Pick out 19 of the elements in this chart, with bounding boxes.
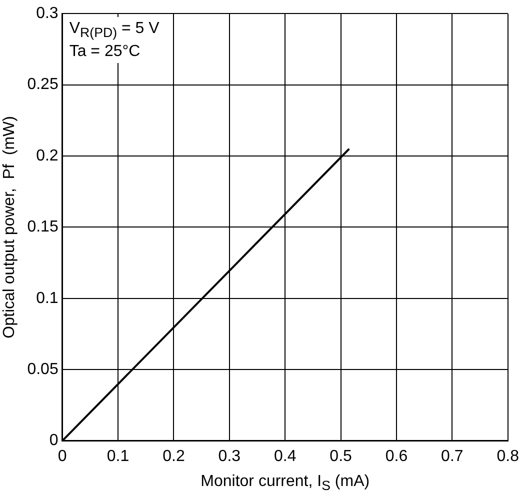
annotation: Ta = 25°C [69, 42, 142, 61]
x-tick-label: 0.7 [441, 448, 464, 465]
y-axis-title: Optical output power, Pf (mW) [1, 116, 18, 338]
y-tick-label: 0.1 [36, 290, 58, 307]
x-axis-title: Monitor current, I$_{S}$ (mA) [200, 472, 370, 493]
x-tick-label: 0.3 [218, 448, 241, 465]
y-tick-label: 0.05 [27, 361, 58, 378]
x-tick-label: 0.8 [496, 448, 520, 465]
y-tick-label: 0.3 [36, 5, 58, 22]
y-tick-label: 0.15 [27, 218, 58, 236]
x-tick-label: 0.1 [106, 448, 130, 465]
x-tick-label: 0.2 [162, 448, 185, 465]
x-tick-label: 0.6 [385, 448, 408, 465]
y-tick-label: 0 [49, 432, 58, 450]
x-tick-label: 0.4 [274, 448, 296, 465]
annotation: V$_{R(PD)}$ = 5 V [69, 18, 160, 42]
x-tick-label: 0.5 [330, 448, 352, 465]
y-tick-label: 0.25 [27, 76, 58, 94]
y-tick-label: 0.2 [36, 147, 58, 164]
